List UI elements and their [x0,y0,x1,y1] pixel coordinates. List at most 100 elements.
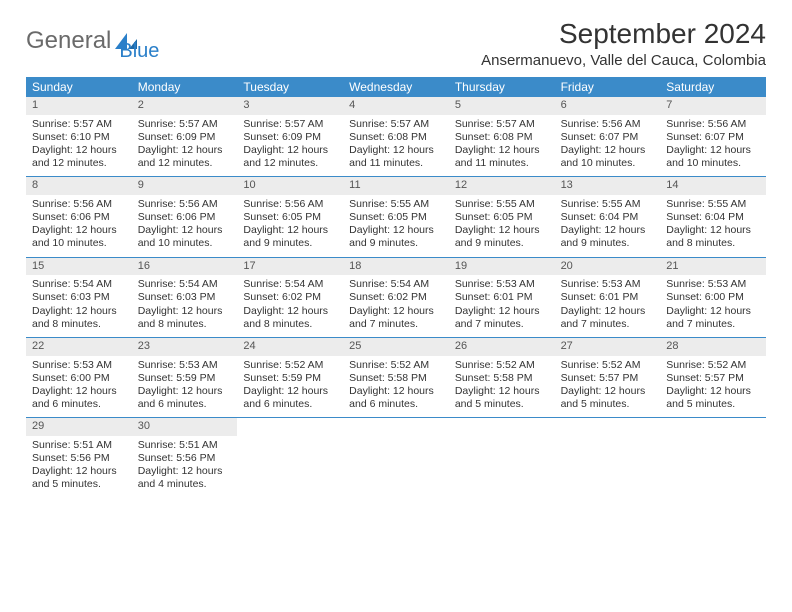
daylight-text: and 7 minutes. [455,318,549,331]
sunrise-text: Sunrise: 5:54 AM [32,278,126,291]
sunrise-text: Sunrise: 5:56 AM [243,198,337,211]
day-number: 6 [555,97,661,115]
sunrise-text: Sunrise: 5:54 AM [243,278,337,291]
day-body: Sunrise: 5:55 AMSunset: 6:05 PMDaylight:… [449,198,555,251]
sunset-text: Sunset: 6:05 PM [349,211,443,224]
day-number: 23 [132,338,238,356]
daylight-text: and 7 minutes. [666,318,760,331]
dow-cell: Thursday [449,77,555,97]
sunset-text: Sunset: 5:58 PM [455,372,549,385]
sunrise-text: Sunrise: 5:52 AM [243,359,337,372]
week-row: 22Sunrise: 5:53 AMSunset: 6:00 PMDayligh… [26,338,766,418]
day-cell: 28 Sunrise: 5:52 AMSunset: 5:57 PMDayligh… [660,338,766,417]
daylight-text: Daylight: 12 hours [138,465,232,478]
day-cell: 2Sunrise: 5:57 AMSunset: 6:09 PMDaylight… [132,97,238,176]
day-number: 14 [660,177,766,195]
sunset-text: Sunset: 6:07 PM [561,131,655,144]
daylight-text: and 10 minutes. [138,237,232,250]
day-body: Sunrise: 5:56 AMSunset: 6:07 PMDaylight:… [555,118,661,171]
daylight-text: Daylight: 12 hours [243,224,337,237]
day-cell: 29Sunrise: 5:51 AMSunset: 5:56 PMDayligh… [26,418,132,497]
daylight-text: and 12 minutes. [138,157,232,170]
daylight-text: and 5 minutes. [455,398,549,411]
sunset-text: Sunset: 6:07 PM [666,131,760,144]
daylight-text: Daylight: 12 hours [349,224,443,237]
sunrise-text: Sunrise: 5:52 AM [455,359,549,372]
day-cell: 26Sunrise: 5:52 AMSunset: 5:58 PMDayligh… [449,338,555,417]
day-body: Sunrise: 5:57 AMSunset: 6:08 PMDaylight:… [449,118,555,171]
sunrise-text: Sunrise: 5:57 AM [138,118,232,131]
daylight-text: Daylight: 12 hours [243,144,337,157]
day-body: Sunrise: 5:56 AMSunset: 6:07 PMDaylight:… [660,118,766,171]
sunrise-text: Sunrise: 5:56 AM [666,118,760,131]
day-cell: 25Sunrise: 5:52 AMSunset: 5:58 PMDayligh… [343,338,449,417]
daylight-text: and 9 minutes. [455,237,549,250]
dow-cell: Tuesday [237,77,343,97]
daylight-text: and 10 minutes. [666,157,760,170]
sunrise-text: Sunrise: 5:53 AM [32,359,126,372]
sunset-text: Sunset: 6:02 PM [349,291,443,304]
day-body: Sunrise: 5:52 AMSunset: 5:58 PMDaylight:… [449,359,555,412]
daylight-text: Daylight: 12 hours [561,144,655,157]
day-number: 12 [449,177,555,195]
day-body: Sunrise: 5:52 AMSunset: 5:59 PMDaylight:… [237,359,343,412]
day-number: 15 [26,258,132,276]
sunset-text: Sunset: 6:08 PM [455,131,549,144]
day-number: 22 [26,338,132,356]
daylight-text: Daylight: 12 hours [666,305,760,318]
daylight-text: and 10 minutes. [561,157,655,170]
daylight-text: Daylight: 12 hours [32,385,126,398]
day-cell: 30Sunrise: 5:51 AMSunset: 5:56 PMDayligh… [132,418,238,497]
day-number: 27 [555,338,661,356]
day-cell: 24Sunrise: 5:52 AMSunset: 5:59 PMDayligh… [237,338,343,417]
daylight-text: Daylight: 12 hours [455,224,549,237]
daylight-text: and 6 minutes. [243,398,337,411]
sunrise-text: Sunrise: 5:56 AM [561,118,655,131]
day-number: 1 [26,97,132,115]
day-number: 29 [26,418,132,436]
day-body: Sunrise: 5:56 AMSunset: 6:06 PMDaylight:… [26,198,132,251]
sunrise-text: Sunrise: 5:54 AM [349,278,443,291]
sunrise-text: Sunrise: 5:53 AM [561,278,655,291]
day-body: Sunrise: 5:52 AMSunset: 5:57 PMDaylight:… [660,359,766,412]
day-cell: 21Sunrise: 5:53 AMSunset: 6:00 PMDayligh… [660,258,766,337]
empty-cell [237,418,343,497]
day-cell: 14Sunrise: 5:55 AMSunset: 6:04 PMDayligh… [660,177,766,256]
day-cell: 16Sunrise: 5:54 AMSunset: 6:03 PMDayligh… [132,258,238,337]
sunset-text: Sunset: 5:57 PM [666,372,760,385]
daylight-text: Daylight: 12 hours [455,144,549,157]
sunrise-text: Sunrise: 5:53 AM [455,278,549,291]
daylight-text: Daylight: 12 hours [666,385,760,398]
day-cell: 4Sunrise: 5:57 AMSunset: 6:08 PMDaylight… [343,97,449,176]
sunrise-text: Sunrise: 5:53 AM [666,278,760,291]
day-body: Sunrise: 5:51 AMSunset: 5:56 PMDaylight:… [132,439,238,492]
dow-cell: Saturday [660,77,766,97]
day-cell: 23Sunrise: 5:53 AMSunset: 5:59 PMDayligh… [132,338,238,417]
sunset-text: Sunset: 6:08 PM [349,131,443,144]
week-row: 1Sunrise: 5:57 AMSunset: 6:10 PMDaylight… [26,97,766,177]
day-number: 28 [660,338,766,356]
daylight-text: Daylight: 12 hours [32,224,126,237]
sunset-text: Sunset: 5:58 PM [349,372,443,385]
sunrise-text: Sunrise: 5:55 AM [349,198,443,211]
day-body: Sunrise: 5:57 AMSunset: 6:09 PMDaylight:… [132,118,238,171]
week-row: 8 Sunrise: 5:56 AMSunset: 6:06 PMDaylight… [26,177,766,257]
day-body: Sunrise: 5:54 AMSunset: 6:02 PMDaylight:… [237,278,343,331]
daylight-text: and 5 minutes. [32,478,126,491]
daylight-text: and 6 minutes. [32,398,126,411]
sunset-text: Sunset: 6:04 PM [561,211,655,224]
sunset-text: Sunset: 6:09 PM [243,131,337,144]
sunrise-text: Sunrise: 5:56 AM [138,198,232,211]
sunrise-text: Sunrise: 5:52 AM [349,359,443,372]
daylight-text: and 6 minutes. [138,398,232,411]
daylight-text: Daylight: 12 hours [349,385,443,398]
day-cell: 3Sunrise: 5:57 AMSunset: 6:09 PMDaylight… [237,97,343,176]
day-number: 8 [26,177,132,195]
daylight-text: and 9 minutes. [561,237,655,250]
daylight-text: and 7 minutes. [561,318,655,331]
day-body: Sunrise: 5:53 AMSunset: 6:01 PMDaylight:… [449,278,555,331]
daylight-text: and 8 minutes. [138,318,232,331]
day-number: 13 [555,177,661,195]
day-number: 4 [343,97,449,115]
title-block: September 2024 Ansermanuevo, Valle del C… [481,18,766,69]
